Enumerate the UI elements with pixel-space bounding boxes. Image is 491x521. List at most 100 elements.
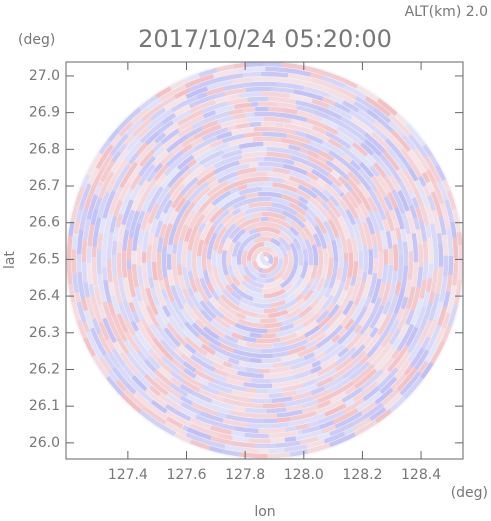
radar-echo bbox=[327, 115, 348, 130]
radar-echo bbox=[252, 211, 263, 218]
radar-echo bbox=[271, 396, 293, 404]
radar-echo bbox=[435, 266, 444, 295]
radar-echo bbox=[314, 351, 327, 361]
radar-echo bbox=[166, 416, 184, 429]
radar-echo bbox=[206, 187, 226, 205]
radar-echo bbox=[428, 291, 436, 303]
radar-echo bbox=[316, 376, 334, 388]
radar-echo bbox=[310, 277, 320, 292]
radar-echo bbox=[388, 113, 412, 137]
radar-echo bbox=[249, 357, 262, 364]
radar-echo bbox=[351, 363, 375, 385]
x-tick-label: 127.4 bbox=[108, 467, 148, 483]
radar-echo bbox=[164, 298, 174, 312]
radar-echo bbox=[262, 251, 271, 258]
radar-echo bbox=[191, 144, 212, 159]
radar-echo bbox=[154, 132, 167, 144]
radar-echo bbox=[209, 319, 234, 337]
radar-echo bbox=[378, 160, 393, 178]
radar-echo bbox=[175, 284, 187, 305]
radar-echo bbox=[232, 200, 246, 210]
radar-echo bbox=[237, 307, 258, 318]
radar-echo bbox=[258, 267, 263, 273]
radar-echo bbox=[402, 241, 409, 256]
radar-echo bbox=[118, 121, 134, 137]
radar-echo bbox=[223, 82, 251, 91]
radar-echo bbox=[350, 276, 357, 287]
radar-echo bbox=[171, 144, 184, 156]
radar-echo bbox=[258, 161, 284, 168]
radar-echo bbox=[413, 188, 424, 206]
radar-echo bbox=[108, 281, 116, 297]
radar-echo bbox=[272, 182, 298, 193]
radar-echo bbox=[401, 133, 417, 151]
radar-echo bbox=[384, 210, 395, 232]
radar-echo bbox=[288, 93, 313, 103]
radar-echo bbox=[117, 143, 128, 154]
radar-echo bbox=[365, 216, 376, 235]
radar-echo bbox=[297, 248, 304, 266]
radar-echo bbox=[189, 278, 199, 294]
radar-echo bbox=[377, 251, 384, 280]
radar-echo bbox=[90, 294, 103, 324]
radar-echo bbox=[352, 417, 372, 432]
radar-echo bbox=[317, 432, 331, 441]
radar-echo bbox=[115, 133, 129, 149]
radar-echo bbox=[242, 335, 257, 343]
radar-echo bbox=[169, 309, 186, 330]
radar-echo bbox=[110, 295, 121, 315]
radar-echo bbox=[376, 116, 394, 133]
radar-echo bbox=[295, 423, 309, 431]
radar-echo bbox=[124, 318, 136, 336]
radar-echo bbox=[349, 189, 363, 205]
radar-echo bbox=[302, 143, 321, 154]
radar-echo bbox=[263, 370, 292, 379]
radar-echo bbox=[106, 375, 125, 397]
radar-echo bbox=[349, 159, 362, 171]
subtitle: ALT(km) 2.0 bbox=[405, 4, 488, 20]
radar-echo bbox=[178, 344, 193, 358]
radar-echo bbox=[116, 337, 130, 355]
radar-echo bbox=[247, 422, 277, 429]
radar-echo bbox=[170, 300, 188, 324]
radar-echo bbox=[158, 211, 167, 222]
radar-echo bbox=[146, 170, 157, 183]
radar-echo bbox=[379, 376, 398, 395]
radar-echo bbox=[457, 261, 463, 281]
radar-echo bbox=[362, 386, 381, 402]
radar-echo bbox=[292, 310, 315, 328]
radar-echo bbox=[147, 203, 160, 224]
radar-echo bbox=[282, 163, 308, 176]
radar-echo bbox=[436, 306, 448, 327]
radar-echo bbox=[88, 283, 95, 296]
radar-echo bbox=[119, 161, 139, 189]
radar-echo bbox=[155, 325, 177, 350]
radar-echo bbox=[426, 319, 438, 339]
radar-echo bbox=[344, 398, 356, 408]
radar-echo bbox=[262, 136, 282, 143]
radar-echo bbox=[187, 270, 194, 280]
radar-echo bbox=[272, 167, 290, 175]
radar-echo bbox=[242, 274, 251, 283]
radar-echo bbox=[185, 296, 195, 309]
radar-echo bbox=[275, 328, 295, 338]
radar-echo bbox=[343, 277, 352, 291]
radar-echo bbox=[127, 164, 143, 185]
radar-echo bbox=[346, 177, 362, 195]
radar-echo bbox=[301, 399, 319, 409]
radar-echo bbox=[220, 212, 235, 226]
radar-echo bbox=[236, 339, 248, 347]
radar-echo bbox=[212, 68, 239, 79]
radar-echo bbox=[226, 124, 237, 132]
radar-echo bbox=[213, 351, 230, 362]
radar-echo bbox=[305, 328, 324, 343]
y-tick-label: 27.0 bbox=[29, 68, 60, 84]
radar-echo bbox=[388, 248, 394, 265]
radar-echo bbox=[319, 354, 340, 370]
radar-echo bbox=[388, 312, 398, 326]
radar-echo bbox=[428, 154, 439, 167]
radar-echo bbox=[244, 213, 255, 221]
radar-echo bbox=[278, 230, 294, 245]
radar-echo bbox=[419, 361, 434, 380]
radar-echo bbox=[224, 87, 247, 96]
